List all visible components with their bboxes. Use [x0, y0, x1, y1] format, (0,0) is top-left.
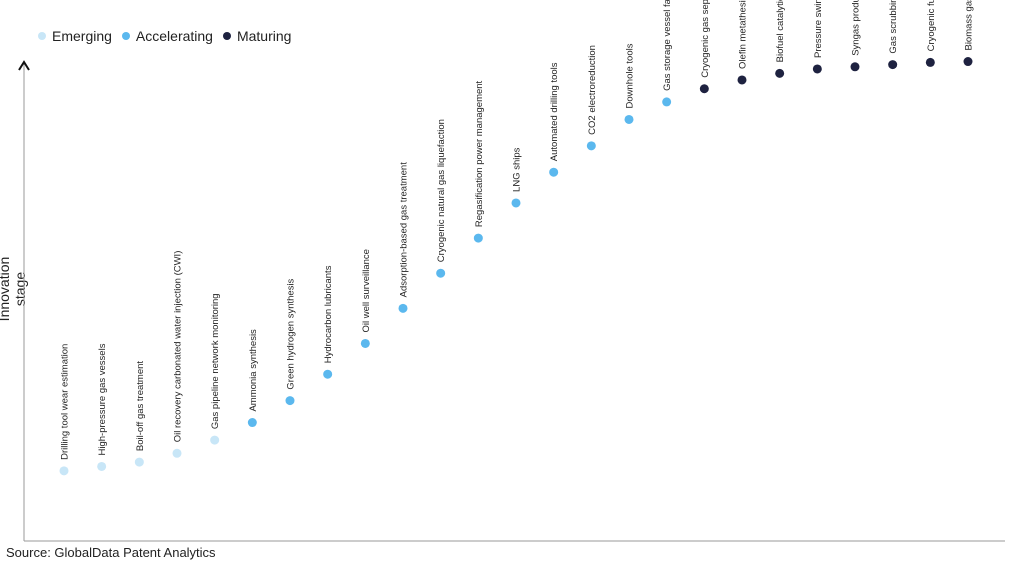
data-label: High-pressure gas vessels: [97, 343, 108, 455]
data-label: Biomass gasification: [964, 0, 975, 51]
data-label: Biofuel catalytic cracking: [775, 0, 786, 62]
data-label: Green hydrogen synthesis: [286, 278, 297, 389]
data-point[interactable]: [775, 68, 785, 78]
data-label: Olefin metathesis catalysts: [738, 0, 749, 69]
data-point[interactable]: [511, 198, 521, 208]
data-point[interactable]: [888, 60, 898, 70]
data-point[interactable]: [285, 396, 295, 406]
data-point[interactable]: [323, 369, 333, 379]
data-label: Gas pipeline network monitoring: [210, 293, 221, 429]
data-point[interactable]: [97, 461, 107, 471]
data-point[interactable]: [586, 141, 596, 151]
data-label: Drilling tool wear estimation: [60, 344, 71, 460]
data-point[interactable]: [172, 448, 182, 458]
data-label: Oil recovery carbonated water injection …: [173, 251, 184, 443]
legend-dot-accelerating-icon: [121, 32, 130, 40]
data-label: Regasification power management: [474, 80, 485, 227]
legend-item-accelerating[interactable]: Accelerating: [121, 28, 213, 44]
data-label: CO2 electroreduction: [587, 45, 598, 135]
data-label: Oil well surveillance: [361, 249, 372, 332]
legend-label-emerging: Emerging: [52, 28, 112, 44]
data-point[interactable]: [210, 435, 220, 445]
data-label: Ammonia synthesis: [248, 329, 259, 412]
data-label: Gas storage vessel fabrication: [662, 0, 673, 91]
data-label: Cryogenic gas separation: [700, 0, 711, 78]
data-point[interactable]: [549, 167, 559, 177]
legend-label-maturing: Maturing: [236, 28, 292, 44]
legend-item-emerging[interactable]: Emerging: [38, 28, 112, 44]
data-point[interactable]: [247, 418, 257, 428]
data-label: Adsorption-based gas treatment: [399, 162, 410, 298]
data-label: Cryogenic fuel storage: [926, 0, 937, 51]
data-point[interactable]: [963, 57, 973, 67]
data-label: Syngas production: [851, 0, 862, 56]
data-point[interactable]: [925, 57, 935, 67]
data-point[interactable]: [812, 64, 822, 74]
legend-label-accelerating: Accelerating: [135, 28, 213, 44]
data-label: Automated drilling tools: [549, 62, 560, 161]
data-point[interactable]: [624, 114, 634, 124]
data-label: Hydrocarbon lubricants: [323, 265, 334, 363]
source-note: Source: GlobalData Patent Analytics: [6, 545, 216, 560]
data-label: Gas scrubbing: [888, 0, 899, 54]
data-point[interactable]: [134, 457, 144, 467]
data-point[interactable]: [473, 233, 483, 243]
data-point[interactable]: [662, 97, 672, 107]
data-point[interactable]: [850, 62, 860, 72]
data-point[interactable]: [436, 268, 446, 278]
legend-dot-emerging-icon: [38, 32, 46, 40]
data-label: Pressure swing adsorption: [813, 0, 824, 58]
legend-dot-maturing-icon: [222, 32, 231, 40]
legend: Emerging Accelerating Maturing: [38, 28, 301, 44]
legend-item-maturing[interactable]: Maturing: [222, 28, 292, 44]
data-label: Downhole tools: [625, 43, 636, 108]
y-axis-arrow-icon: [18, 60, 30, 71]
data-label: LNG ships: [512, 147, 523, 192]
data-point[interactable]: [398, 303, 408, 313]
data-point[interactable]: [737, 75, 747, 85]
data-point[interactable]: [360, 338, 370, 348]
data-point[interactable]: [59, 466, 69, 476]
data-label: Boil-off gas treatment: [135, 361, 146, 451]
data-label: Cryogenic natural gas liquefaction: [436, 119, 447, 262]
data-point[interactable]: [699, 84, 709, 94]
